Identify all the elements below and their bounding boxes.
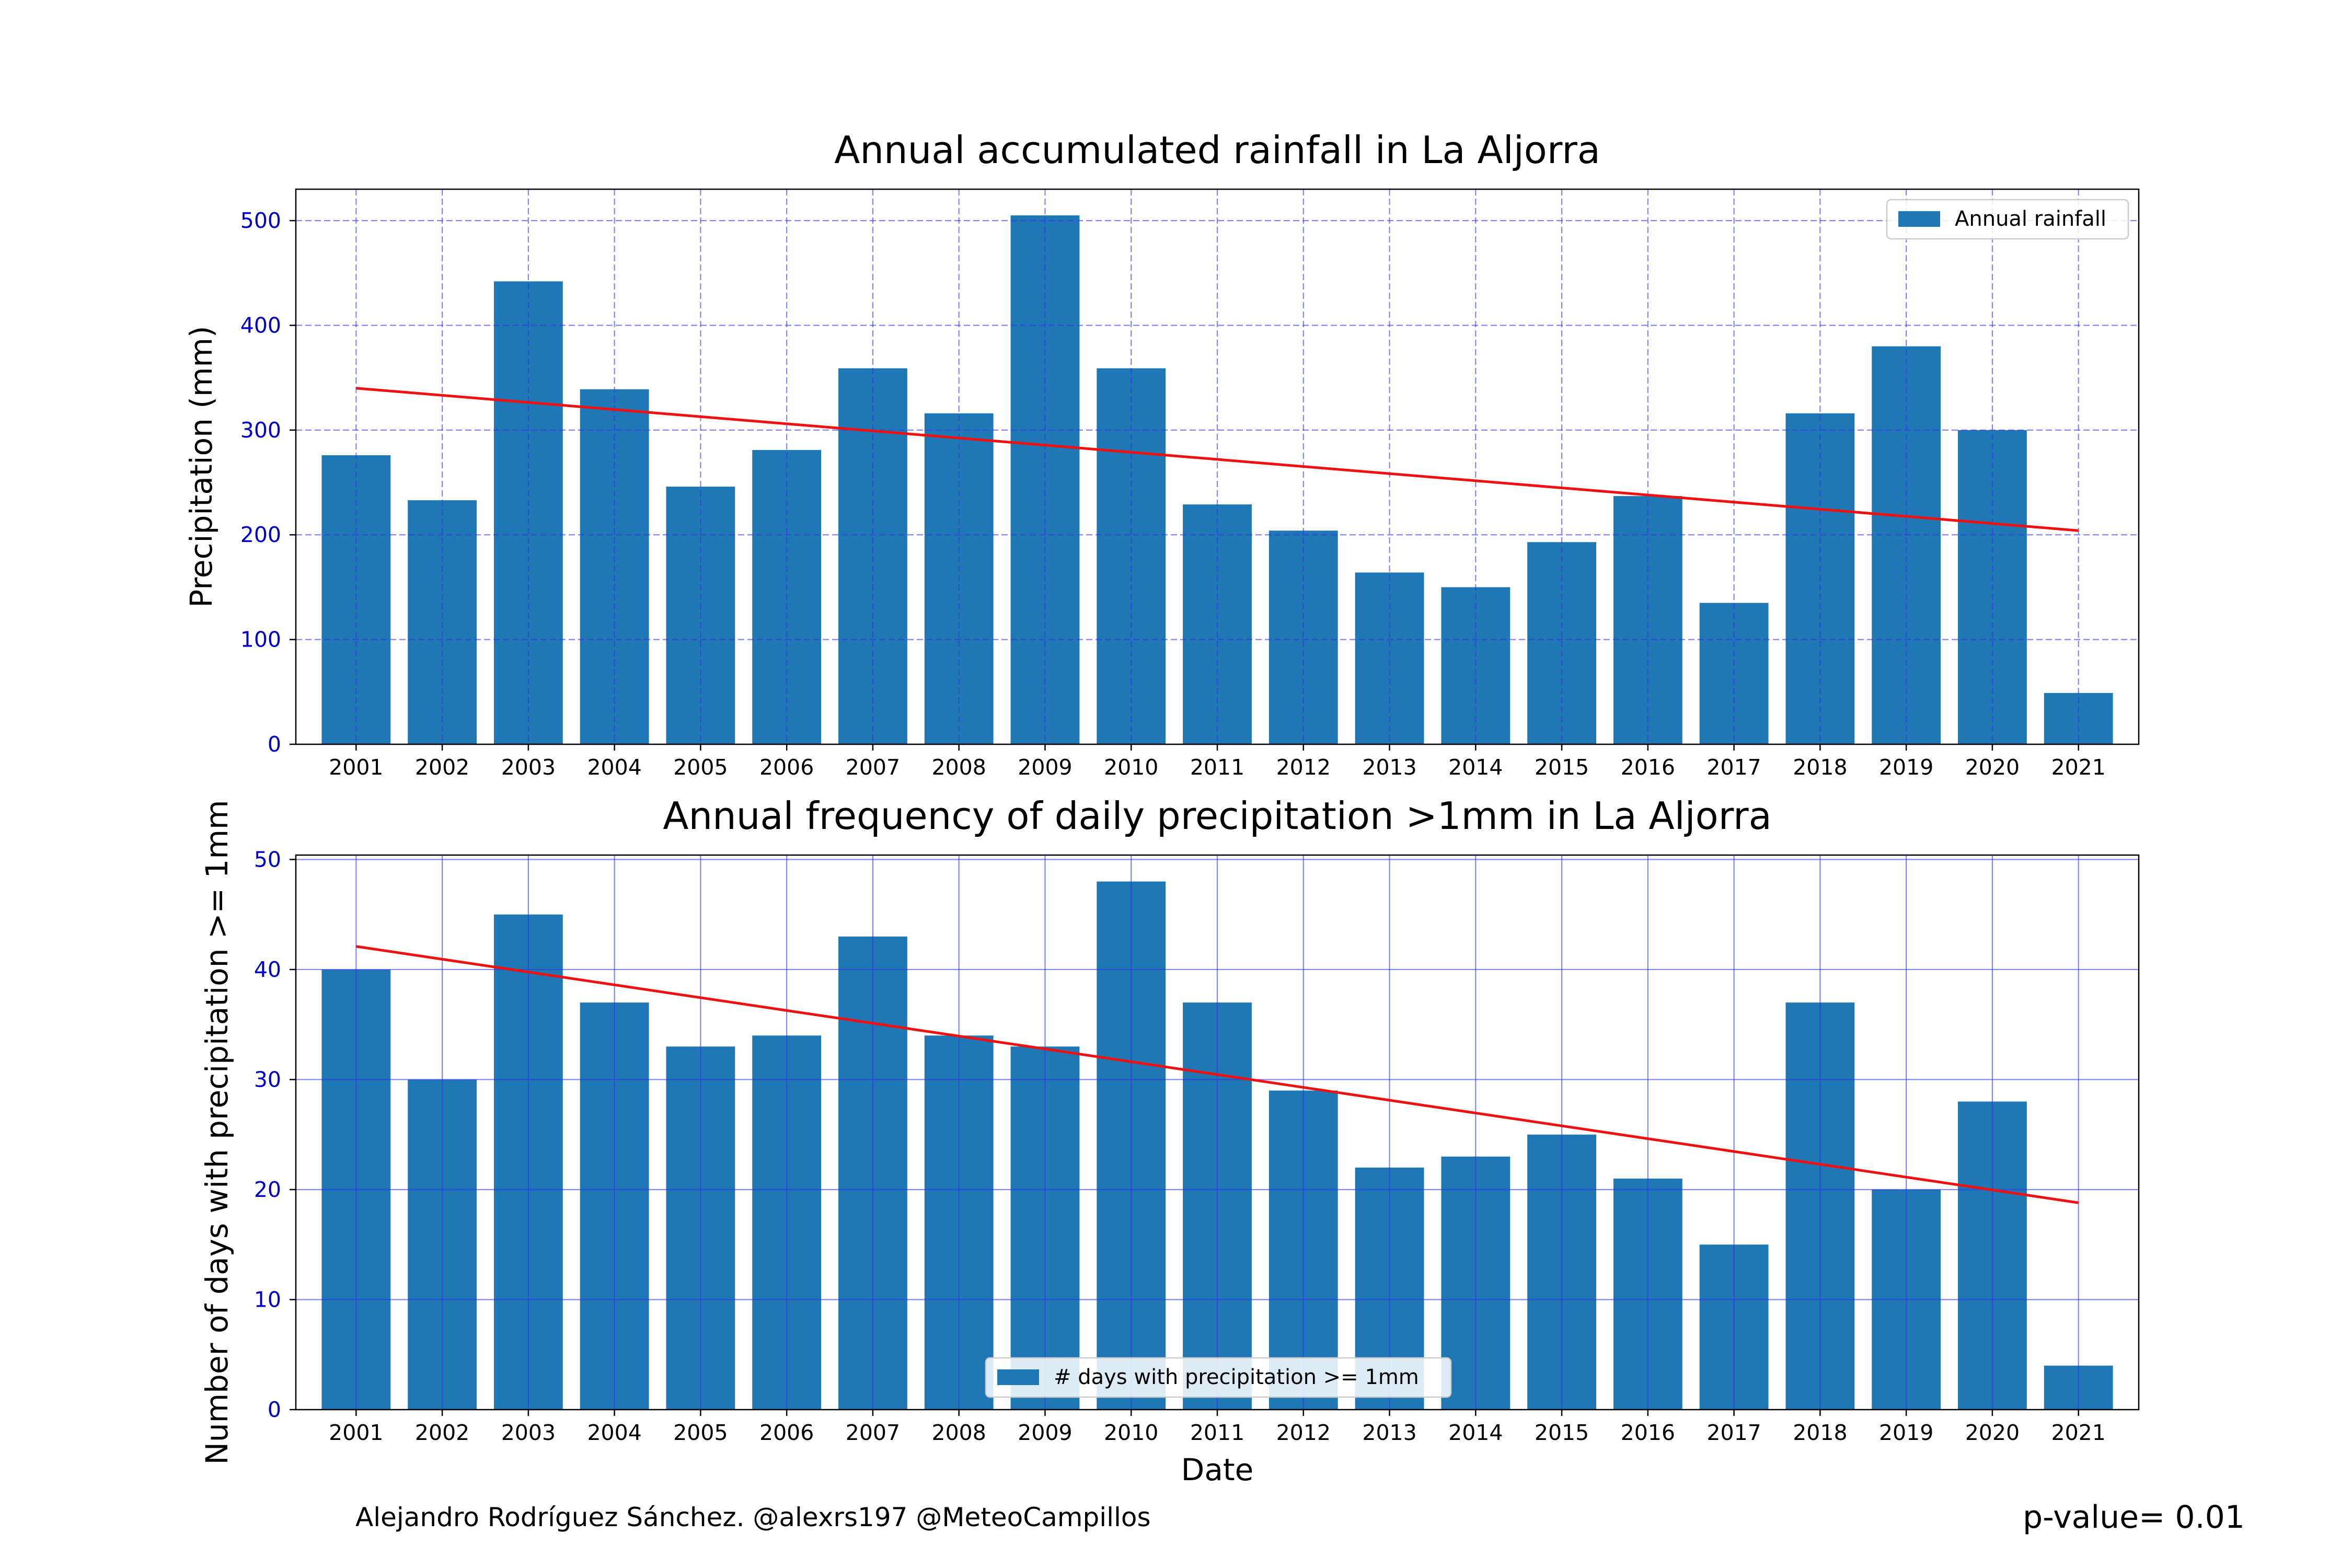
ytick-label-200: 200 <box>240 522 281 547</box>
legend-box <box>985 1357 1452 1398</box>
xtick-label-2005: 2005 <box>673 1420 728 1445</box>
author-credit: Alejandro Rodríguez Sánchez. @alexrs197 … <box>355 1502 1151 1532</box>
legend-swatch <box>1898 211 1940 227</box>
xtick-label-2020: 2020 <box>1965 1420 2020 1445</box>
xtick-label-2004: 2004 <box>587 755 641 780</box>
xtick-label-2009: 2009 <box>1018 755 1072 780</box>
ytick-label-300: 300 <box>240 418 281 443</box>
xtick-label-2010: 2010 <box>1104 755 1158 780</box>
ytick-label-50: 50 <box>254 847 281 872</box>
ytick-label-100: 100 <box>240 627 281 652</box>
frequency-chart: 2001 2002 2003 2004 2005 2006 2007 2008 2009 2010… <box>199 794 2140 1488</box>
xtick-label-2009: 2009 <box>1018 1420 1072 1445</box>
legend-box <box>1886 199 2129 240</box>
xtick-label-2016: 2016 <box>1621 755 1675 780</box>
legend-label: # days with precipitation >= 1mm <box>1054 1365 1419 1389</box>
xtick-label-2005: 2005 <box>673 755 728 780</box>
xtick-label-2017: 2017 <box>1707 1420 1761 1445</box>
legend-swatch <box>997 1369 1039 1385</box>
ytick-label-0: 0 <box>268 1397 281 1422</box>
ytick-label-0: 0 <box>268 732 281 757</box>
bar-2019 <box>1872 346 1941 744</box>
legend: # days with precipitation >= 1mm <box>985 1357 1452 1398</box>
xtick-label-2011: 2011 <box>1190 1420 1244 1445</box>
xtick-label-2008: 2008 <box>932 1420 986 1445</box>
legend-label: Annual rainfall <box>1955 207 2106 231</box>
xtick-label-2018: 2018 <box>1793 755 1847 780</box>
xtick-label-2020: 2020 <box>1965 755 2020 780</box>
ytick-label-40: 40 <box>254 957 281 982</box>
xtick-label-2011: 2011 <box>1190 755 1244 780</box>
xtick-label-2021: 2021 <box>2051 755 2105 780</box>
xtick-label-2007: 2007 <box>846 755 900 780</box>
xtick-label-2007: 2007 <box>846 1420 900 1445</box>
y-axis-label: Precipitation (mm) <box>183 326 219 607</box>
rainfall-chart: 2001 2002 2003 2004 2005 2006 2007 2008 2009 2010… <box>183 128 2140 780</box>
ytick-label-500: 500 <box>240 208 281 233</box>
xtick-label-2019: 2019 <box>1879 1420 1933 1445</box>
xtick-label-2017: 2017 <box>1707 755 1761 780</box>
xtick-label-2002: 2002 <box>415 1420 469 1445</box>
ytick-label-400: 400 <box>240 313 281 338</box>
legend: Annual rainfall <box>1886 199 2129 240</box>
trend-line <box>356 387 2079 532</box>
xtick-label-2002: 2002 <box>415 755 469 780</box>
xtick-label-2016: 2016 <box>1621 1420 1675 1445</box>
chart-title: Annual frequency of daily precipitation … <box>663 794 1772 838</box>
xtick-label-2010: 2010 <box>1104 1420 1158 1445</box>
xtick-label-2015: 2015 <box>1535 755 1589 780</box>
xtick-label-2004: 2004 <box>587 1420 641 1445</box>
xtick-label-2015: 2015 <box>1535 1420 1589 1445</box>
xtick-label-2001: 2001 <box>329 755 383 780</box>
xtick-label-2001: 2001 <box>329 1420 383 1445</box>
xtick-label-2006: 2006 <box>759 755 814 780</box>
xtick-label-2021: 2021 <box>2051 1420 2105 1445</box>
chart-title: Annual accumulated rainfall in La Aljorr… <box>834 128 1600 172</box>
xtick-label-2003: 2003 <box>501 1420 556 1445</box>
xtick-label-2003: 2003 <box>501 755 556 780</box>
x-axis-label: Date <box>1181 1452 1254 1488</box>
xtick-label-2018: 2018 <box>1793 1420 1847 1445</box>
ytick-label-20: 20 <box>254 1177 281 1202</box>
xtick-label-2008: 2008 <box>932 755 986 780</box>
xtick-label-2006: 2006 <box>759 1420 814 1445</box>
xtick-label-2014: 2014 <box>1448 755 1503 780</box>
ytick-label-30: 30 <box>254 1067 281 1092</box>
ytick-label-10: 10 <box>254 1287 281 1312</box>
xtick-label-2019: 2019 <box>1879 755 1933 780</box>
xtick-label-2013: 2013 <box>1362 1420 1416 1445</box>
xtick-label-2013: 2013 <box>1362 755 1416 780</box>
trend-line <box>355 945 2079 1204</box>
y-axis-label: Number of days with precipitation >= 1mm <box>199 800 235 1465</box>
xtick-label-2012: 2012 <box>1276 755 1331 780</box>
xtick-label-2012: 2012 <box>1276 1420 1331 1445</box>
bar-2013 <box>1355 572 1424 744</box>
p-value-label: p-value= 0.01 <box>2023 1499 2245 1536</box>
xtick-label-2014: 2014 <box>1448 1420 1503 1445</box>
